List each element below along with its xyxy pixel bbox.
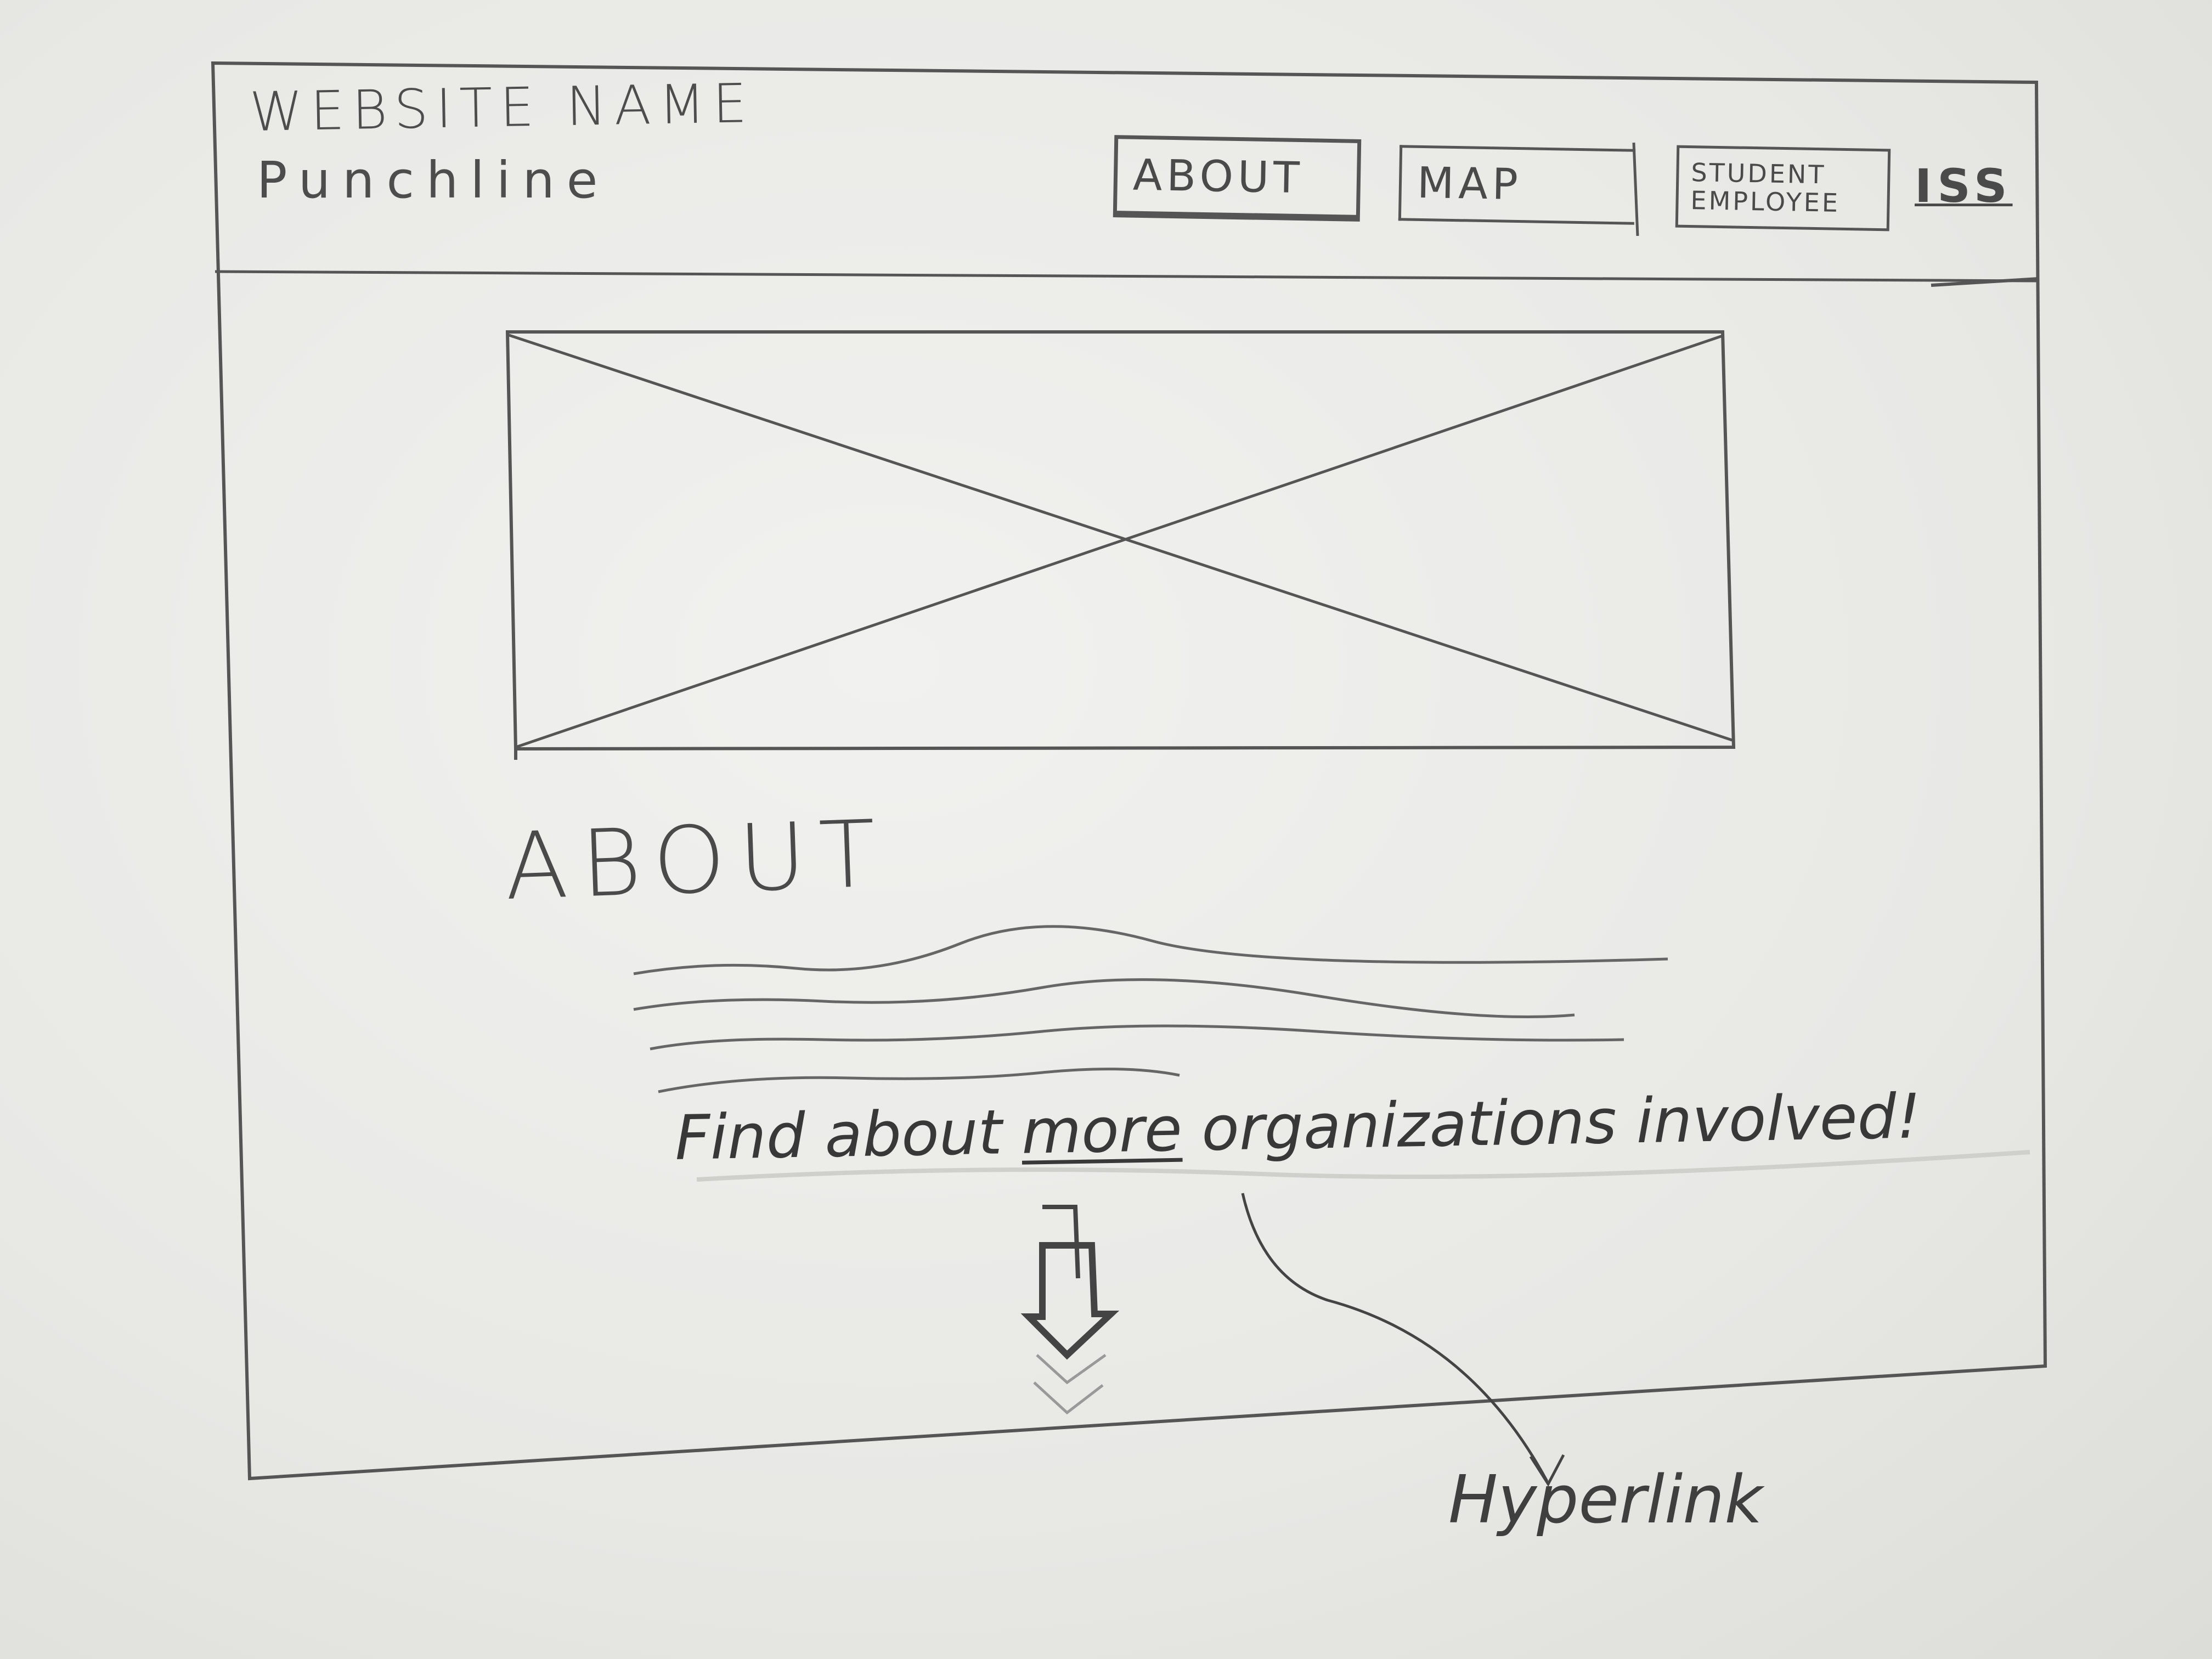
about-heading: ABOUT: [503, 799, 891, 921]
nav-about-button[interactable]: ABOUT: [1113, 135, 1362, 222]
nav-map-button[interactable]: MAP: [1398, 145, 1636, 225]
header-divider: [215, 270, 2039, 283]
hyperlink-annotation: Hyperlink: [1448, 1462, 1763, 1538]
nav-student-employee-button[interactable]: STUDENT EMPLOYEE: [1675, 145, 1891, 232]
more-hyperlink[interactable]: more: [1020, 1093, 1183, 1168]
down-arrow-icon[interactable]: [1020, 1205, 1120, 1415]
hero-image-placeholder: [505, 330, 1736, 760]
about-text-placeholder: [633, 925, 1668, 1093]
punchline: Punchline: [257, 151, 610, 210]
nav-iss-link[interactable]: ISS: [1915, 159, 2013, 213]
find-more-prefix: Find about: [674, 1096, 1023, 1174]
find-more-suffix: organizations involved!: [1181, 1081, 1922, 1165]
page-frame: [211, 61, 2047, 1481]
nav-student-employee-line2: EMPLOYEE: [1690, 185, 1841, 218]
annotation-arrow: [1241, 1193, 1549, 1482]
website-name: WEBSITE NAME: [249, 72, 755, 144]
nav-student-employee-line1: STUDENT: [1691, 157, 1826, 190]
